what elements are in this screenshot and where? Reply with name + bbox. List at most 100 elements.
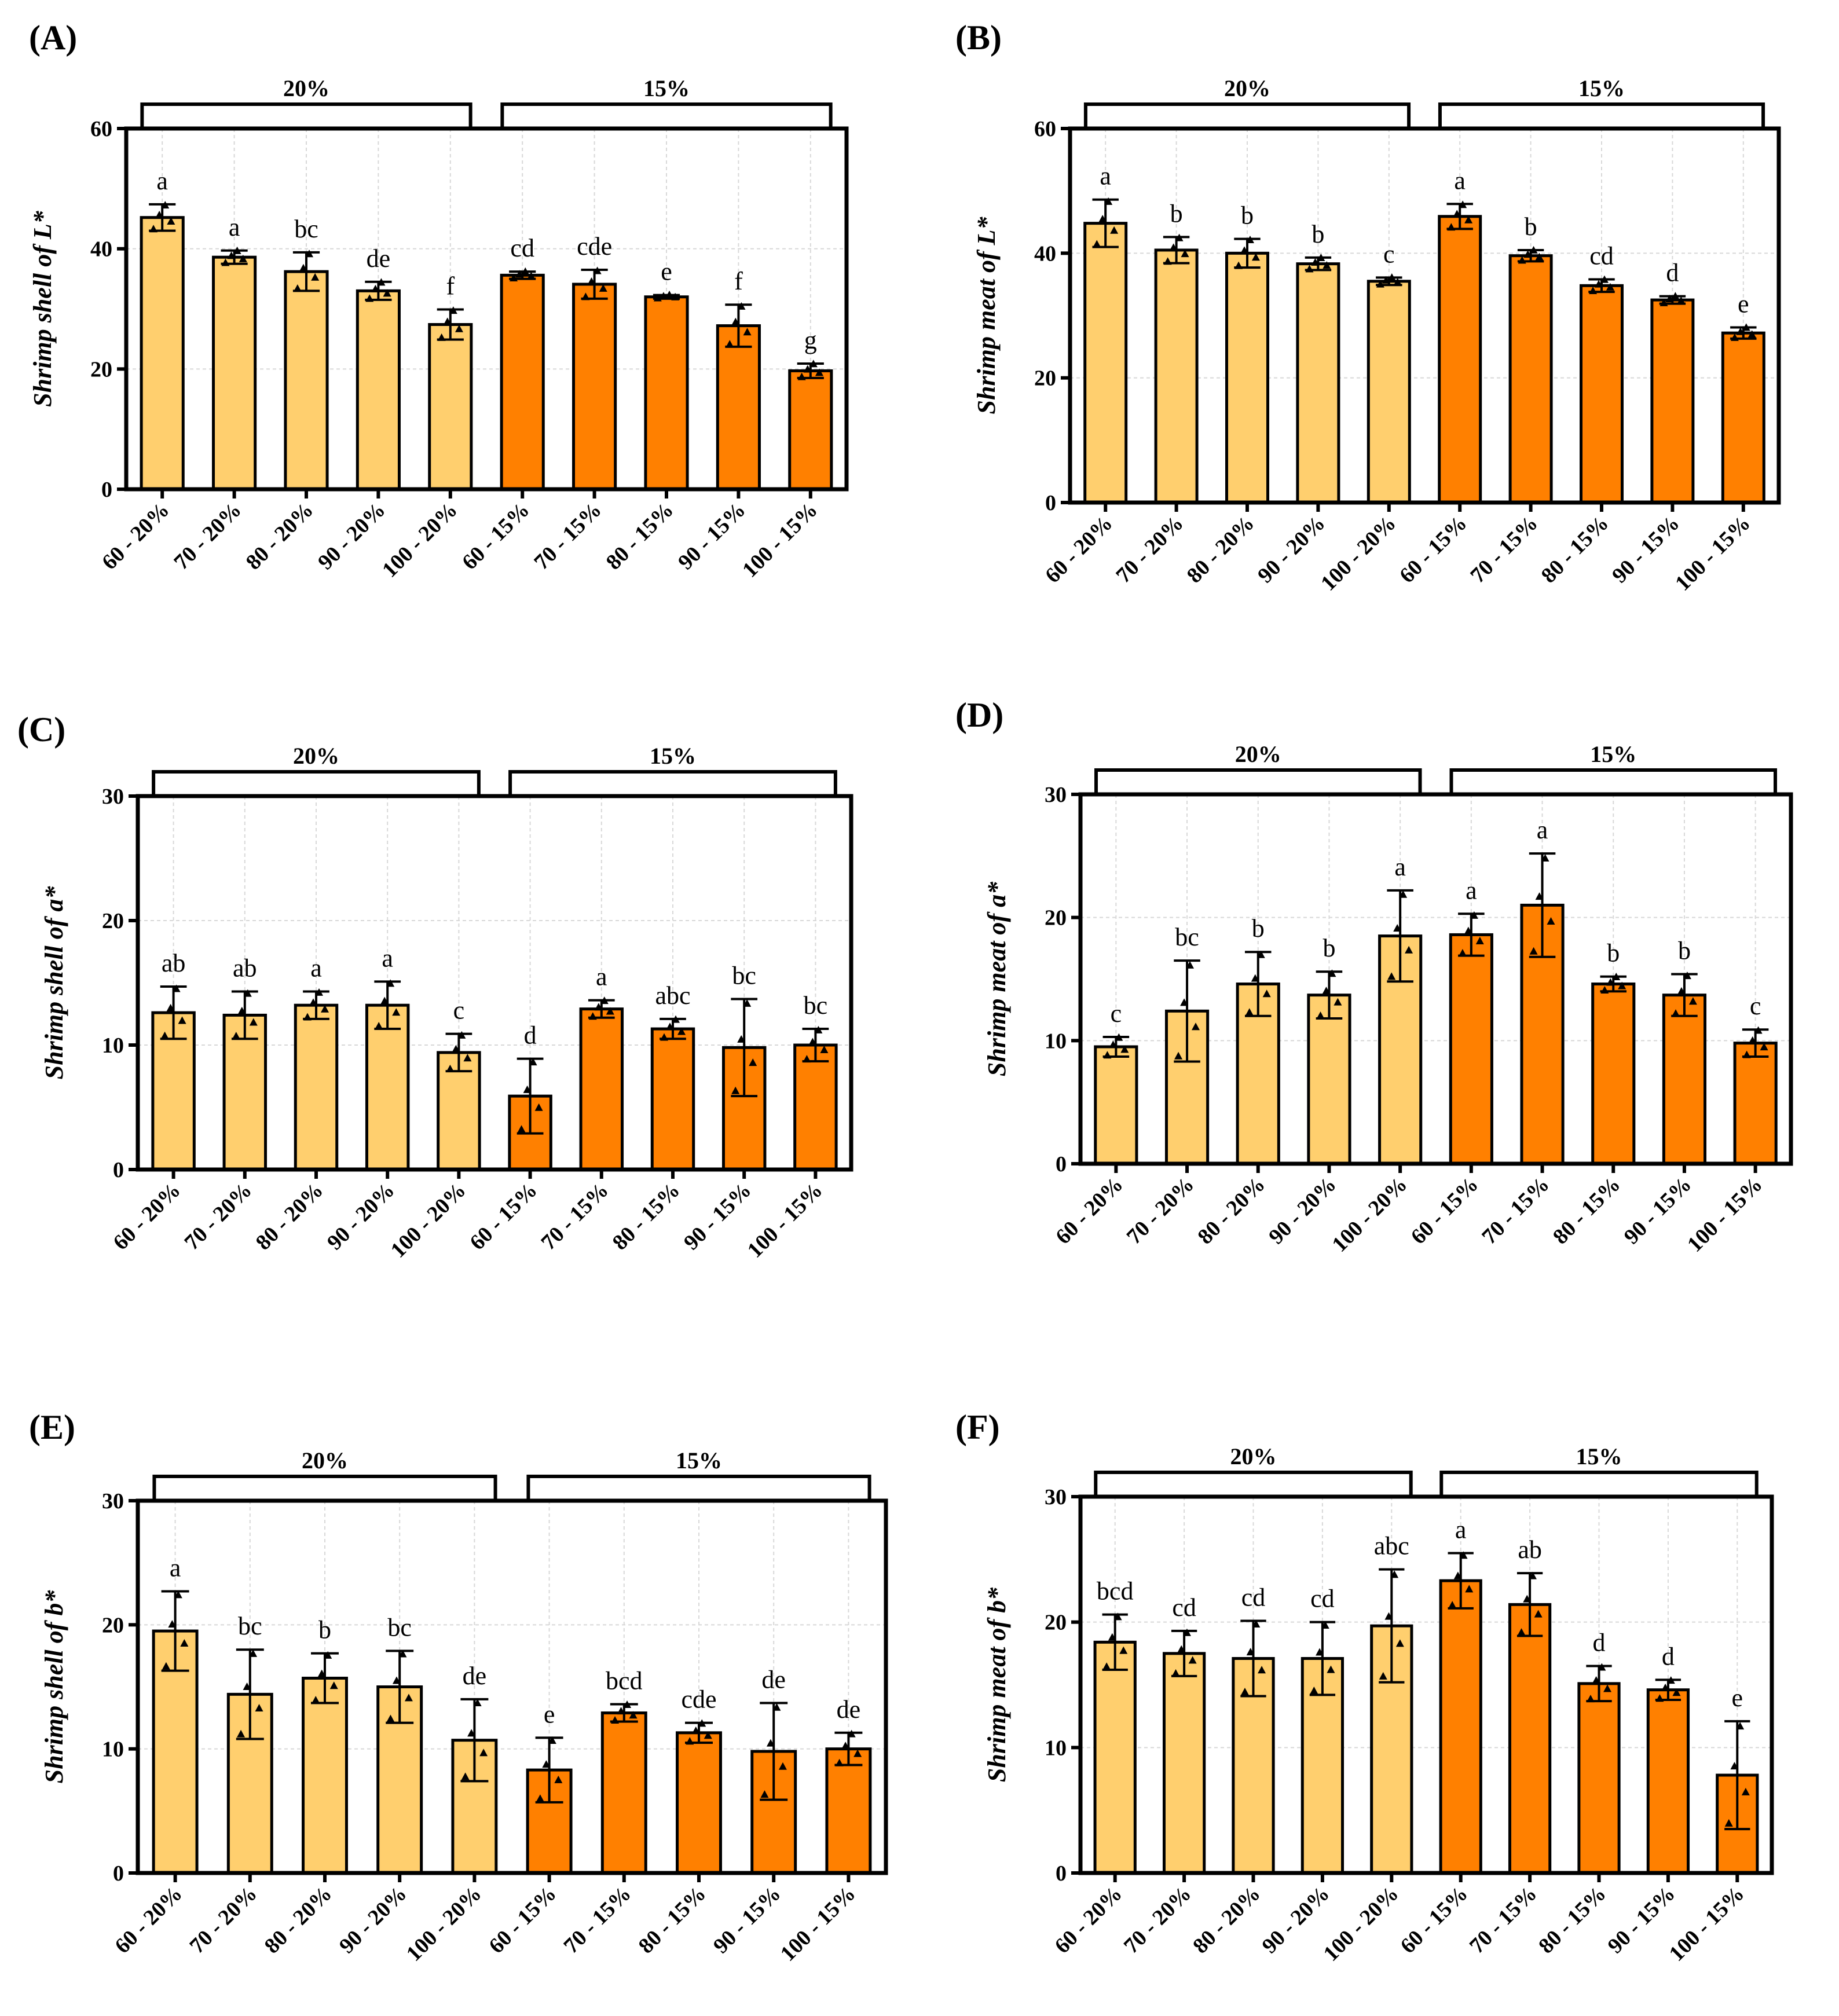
data-point [1754, 1026, 1763, 1034]
data-point [455, 324, 463, 332]
bar [1733, 1042, 1778, 1165]
significance-letter: de [761, 1665, 786, 1694]
data-point [691, 1727, 700, 1735]
data-point [521, 267, 530, 275]
data-point [404, 1694, 413, 1702]
data-point [548, 1736, 556, 1744]
data-point [1448, 1601, 1457, 1609]
data-point [1470, 911, 1478, 919]
bar [1580, 284, 1624, 504]
data-point [1387, 972, 1396, 980]
data-point [1541, 854, 1549, 862]
data-point [1256, 950, 1265, 958]
significance-letter: a [1394, 853, 1406, 881]
data-point [239, 254, 247, 262]
significance-letter: e [544, 1700, 555, 1728]
significance-letter: d [1666, 259, 1679, 287]
significance-letter: cde [681, 1685, 716, 1714]
panel-label: (F) [955, 1408, 1000, 1446]
data-point [1102, 1662, 1111, 1670]
data-point [510, 273, 518, 281]
group-label: 20% [1230, 1443, 1277, 1469]
data-point [255, 1704, 263, 1712]
data-point [737, 302, 746, 310]
data-point [1258, 1666, 1266, 1674]
data-point [686, 1737, 694, 1745]
panel-label: (A) [29, 19, 77, 57]
x-tick-label: 70 - 15% [1477, 1172, 1554, 1249]
data-point [1323, 261, 1331, 269]
data-point [1518, 256, 1526, 264]
bar [140, 216, 185, 491]
data-point [587, 277, 596, 285]
data-point [237, 1729, 246, 1738]
data-point [1316, 1648, 1324, 1656]
data-point [1600, 275, 1609, 283]
data-point [847, 1729, 856, 1738]
data-point [1677, 296, 1686, 305]
data-point [515, 270, 524, 278]
data-point [820, 1045, 829, 1053]
bar [825, 1747, 872, 1875]
data-point [1464, 926, 1472, 934]
data-point [1328, 969, 1336, 977]
bar [650, 1027, 695, 1171]
bar [1093, 1640, 1137, 1875]
data-point [760, 1790, 769, 1798]
data-point [1188, 1656, 1197, 1664]
group-label: 15% [676, 1447, 722, 1473]
data-point [1393, 923, 1402, 932]
data-point [841, 1742, 850, 1750]
data-point [617, 1707, 625, 1715]
data-point [1251, 253, 1260, 261]
significance-letter: abc [1374, 1532, 1409, 1560]
data-point [1182, 1628, 1191, 1636]
group-label: 15% [650, 743, 696, 769]
group-bracket [1083, 102, 1411, 129]
x-tick-label: 80 - 20% [1193, 1172, 1270, 1249]
bar [294, 1003, 339, 1171]
group-label: 20% [302, 1447, 348, 1473]
x-tick-label: 100 - 20% [386, 1178, 471, 1263]
data-point [178, 1016, 186, 1024]
significance-letter: cd [1241, 1584, 1266, 1612]
data-point [232, 1032, 240, 1040]
data-point [606, 1007, 614, 1015]
data-point [1334, 998, 1342, 1006]
bar [302, 1676, 348, 1875]
group-label: 20% [283, 75, 329, 101]
bar [1449, 933, 1493, 1165]
y-tick-label: 30 [1045, 783, 1067, 807]
x-tick-label: 70 - 20% [1111, 511, 1188, 588]
group-bracket [508, 770, 837, 796]
data-point [168, 1620, 177, 1628]
data-point [1316, 1011, 1325, 1020]
data-point [581, 292, 590, 300]
data-point [797, 372, 806, 380]
data-point [1688, 997, 1697, 1005]
significance-letter: de [463, 1662, 487, 1690]
significance-letter: a [1466, 876, 1477, 904]
x-tick-label: 70 - 15% [1466, 511, 1543, 588]
x-tick-label: 70 - 20% [1122, 1172, 1199, 1249]
x-tick-label: 90 - 20% [313, 498, 390, 575]
data-point [166, 1003, 175, 1011]
data-point [293, 284, 302, 292]
x-tick-label: 80 - 20% [260, 1882, 337, 1959]
data-point [1683, 972, 1691, 980]
significance-letter: d [524, 1021, 537, 1050]
data-point [1399, 890, 1408, 898]
group-label: 20% [293, 743, 339, 769]
data-point [167, 217, 175, 225]
significance-letter: bcd [1097, 1577, 1134, 1606]
x-tick-label: 80 - 15% [1537, 511, 1614, 588]
data-point [1465, 1585, 1474, 1593]
y-tick-label: 30 [102, 785, 124, 809]
data-point [160, 1031, 169, 1039]
significance-letter: c [453, 996, 465, 1025]
data-point [1661, 1683, 1670, 1691]
group-bracket [1094, 1471, 1413, 1497]
x-tick-label: 100 - 15% [776, 1882, 860, 1966]
data-point [1382, 276, 1390, 284]
